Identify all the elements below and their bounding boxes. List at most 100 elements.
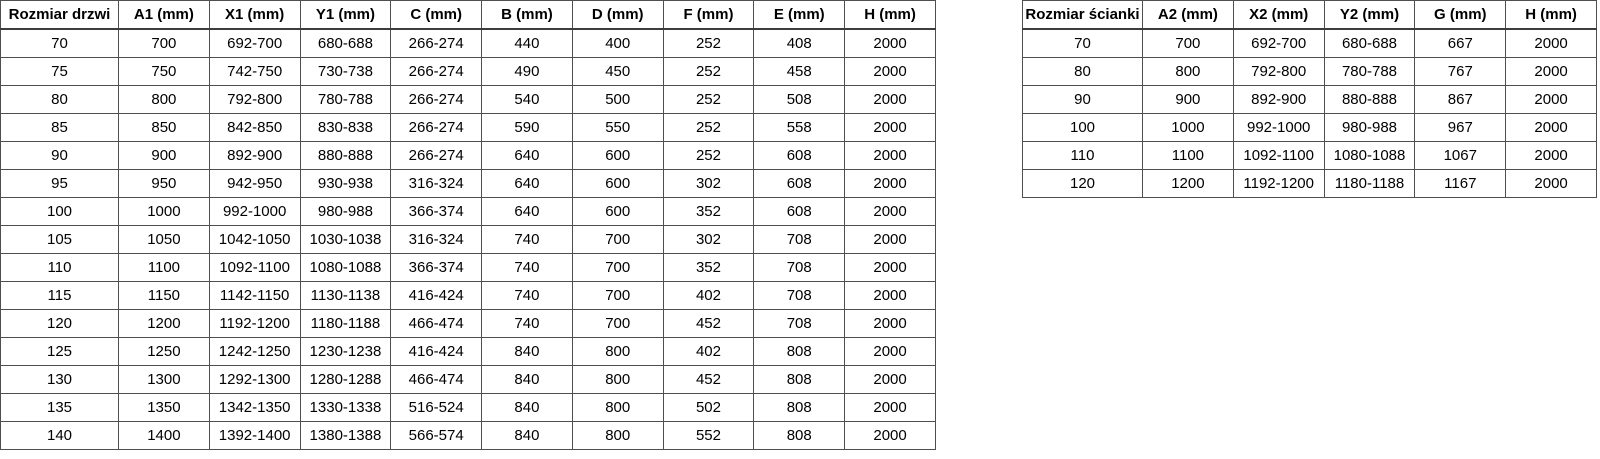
table-cell: 2000 bbox=[844, 57, 936, 86]
table-cell: 110 bbox=[0, 253, 119, 282]
table-row: 110 1100 1092-1100 1080-1088 1067 2000 bbox=[1022, 141, 1597, 170]
table-cell: 452 bbox=[662, 309, 755, 338]
column-header: H (mm) bbox=[1505, 0, 1597, 30]
table-cell: 1100 bbox=[1142, 141, 1234, 170]
table-cell: 992-1000 bbox=[1232, 113, 1325, 142]
wall-size-table: Rozmiar ścianki A2 (mm) X2 (mm) Y2 (mm) G (m… bbox=[1022, 0, 1597, 198]
table-cell: 740 bbox=[481, 309, 573, 338]
table-cell: 100 bbox=[0, 197, 119, 226]
column-header: A2 (mm) bbox=[1142, 0, 1234, 30]
column-header: X1 (mm) bbox=[208, 0, 301, 30]
table-cell: 1292-1300 bbox=[208, 365, 301, 394]
table-cell: 1280-1288 bbox=[299, 365, 392, 394]
table-cell: 600 bbox=[571, 141, 664, 170]
table-cell: 490 bbox=[481, 57, 573, 86]
table-cell: 70 bbox=[0, 28, 119, 58]
table-cell: 2000 bbox=[844, 113, 936, 142]
table-cell: 740 bbox=[481, 281, 573, 310]
table-cell: 452 bbox=[662, 365, 755, 394]
table-cell: 767 bbox=[1414, 57, 1507, 86]
column-header: G (mm) bbox=[1414, 0, 1507, 30]
table-cell: 316-324 bbox=[390, 169, 483, 198]
table-cell: 120 bbox=[0, 309, 119, 338]
table-cell: 120 bbox=[1022, 169, 1143, 198]
table-cell: 708 bbox=[753, 253, 846, 282]
table-cell: 70 bbox=[1022, 28, 1143, 58]
table-cell: 2000 bbox=[1505, 141, 1597, 170]
table-cell: 1330-1338 bbox=[299, 393, 392, 422]
table-cell: 75 bbox=[0, 57, 119, 86]
table-cell: 1200 bbox=[118, 309, 210, 338]
table-cell: 2000 bbox=[844, 309, 936, 338]
table-row: 80 800 792-800 780-788 767 2000 bbox=[1022, 57, 1597, 86]
table-cell: 700 bbox=[571, 281, 664, 310]
column-header: D (mm) bbox=[571, 0, 664, 30]
table-cell: 640 bbox=[481, 141, 573, 170]
table-cell: 302 bbox=[662, 225, 755, 254]
table-row: 125 1250 1242-1250 1230-1238 416-424 840 800 40… bbox=[0, 337, 936, 366]
table-cell: 105 bbox=[0, 225, 119, 254]
table-cell: 402 bbox=[662, 337, 755, 366]
table-cell: 135 bbox=[0, 393, 119, 422]
table-cell: 90 bbox=[1022, 85, 1143, 114]
table-row: 90 900 892-900 880-888 266-274 640 600 252 608 20… bbox=[0, 141, 936, 170]
table-cell: 1180-1188 bbox=[1323, 169, 1416, 198]
table-cell: 95 bbox=[0, 169, 119, 198]
table-cell: 930-938 bbox=[299, 169, 392, 198]
table-cell: 85 bbox=[0, 113, 119, 142]
table-cell: 450 bbox=[571, 57, 664, 86]
table-cell: 110 bbox=[1022, 141, 1143, 170]
table-cell: 266-274 bbox=[390, 28, 483, 58]
table-cell: 590 bbox=[481, 113, 573, 142]
table-row: 70 700 692-700 680-688 266-274 440 400 252 408 20… bbox=[0, 28, 936, 58]
table-cell: 808 bbox=[753, 365, 846, 394]
table-cell: 266-274 bbox=[390, 57, 483, 86]
table-cell: 1350 bbox=[118, 393, 210, 422]
table-cell: 900 bbox=[1142, 85, 1234, 114]
table-cell: 840 bbox=[481, 365, 573, 394]
table-cell: 1200 bbox=[1142, 169, 1234, 198]
table-cell: 840 bbox=[481, 393, 573, 422]
table-cell: 1392-1400 bbox=[208, 421, 301, 450]
table-cell: 1000 bbox=[1142, 113, 1234, 142]
table-cell: 558 bbox=[753, 113, 846, 142]
table-cell: 400 bbox=[571, 28, 664, 58]
table-cell: 980-988 bbox=[299, 197, 392, 226]
table-cell: 800 bbox=[571, 393, 664, 422]
column-header: C (mm) bbox=[390, 0, 483, 30]
table-cell: 125 bbox=[0, 337, 119, 366]
column-header: Y2 (mm) bbox=[1323, 0, 1416, 30]
header-row: Rozmiar drzwi A1 (mm) X1 (mm) Y1 (mm) C (mm)… bbox=[0, 0, 936, 30]
table-cell: 792-800 bbox=[208, 85, 301, 114]
table-cell: 840 bbox=[481, 337, 573, 366]
table-row: 135 1350 1342-1350 1330-1338 516-524 840 800 50… bbox=[0, 393, 936, 422]
table-cell: 1080-1088 bbox=[299, 253, 392, 282]
table-row: 100 1000 992-1000 980-988 366-374 640 600 352 60… bbox=[0, 197, 936, 226]
table-cell: 1100 bbox=[118, 253, 210, 282]
table-cell: 80 bbox=[1022, 57, 1143, 86]
table-cell: 252 bbox=[662, 57, 755, 86]
door-size-table: Rozmiar drzwi A1 (mm) X1 (mm) Y1 (mm) C (mm)… bbox=[0, 0, 936, 450]
table-cell: 566-574 bbox=[390, 421, 483, 450]
table-row: 120 1200 1192-1200 1180-1188 1167 2000 bbox=[1022, 169, 1597, 198]
column-header: F (mm) bbox=[662, 0, 755, 30]
table-cell: 466-474 bbox=[390, 365, 483, 394]
table-cell: 1042-1050 bbox=[208, 225, 301, 254]
column-header: H (mm) bbox=[844, 0, 936, 30]
table-cell: 1300 bbox=[118, 365, 210, 394]
table-cell: 800 bbox=[571, 365, 664, 394]
table-cell: 780-788 bbox=[1323, 57, 1416, 86]
table-row: 70 700 692-700 680-688 667 2000 bbox=[1022, 28, 1597, 58]
table-cell: 700 bbox=[1142, 28, 1234, 58]
table-cell: 140 bbox=[0, 421, 119, 450]
table-row: 85 850 842-850 830-838 266-274 590 550 252 558 20… bbox=[0, 113, 936, 142]
table-cell: 800 bbox=[571, 337, 664, 366]
table-cell: 366-374 bbox=[390, 197, 483, 226]
table-cell: 416-424 bbox=[390, 337, 483, 366]
table-cell: 800 bbox=[571, 421, 664, 450]
table-cell: 516-524 bbox=[390, 393, 483, 422]
table-cell: 800 bbox=[118, 85, 210, 114]
table-cell: 352 bbox=[662, 197, 755, 226]
table-cell: 266-274 bbox=[390, 113, 483, 142]
